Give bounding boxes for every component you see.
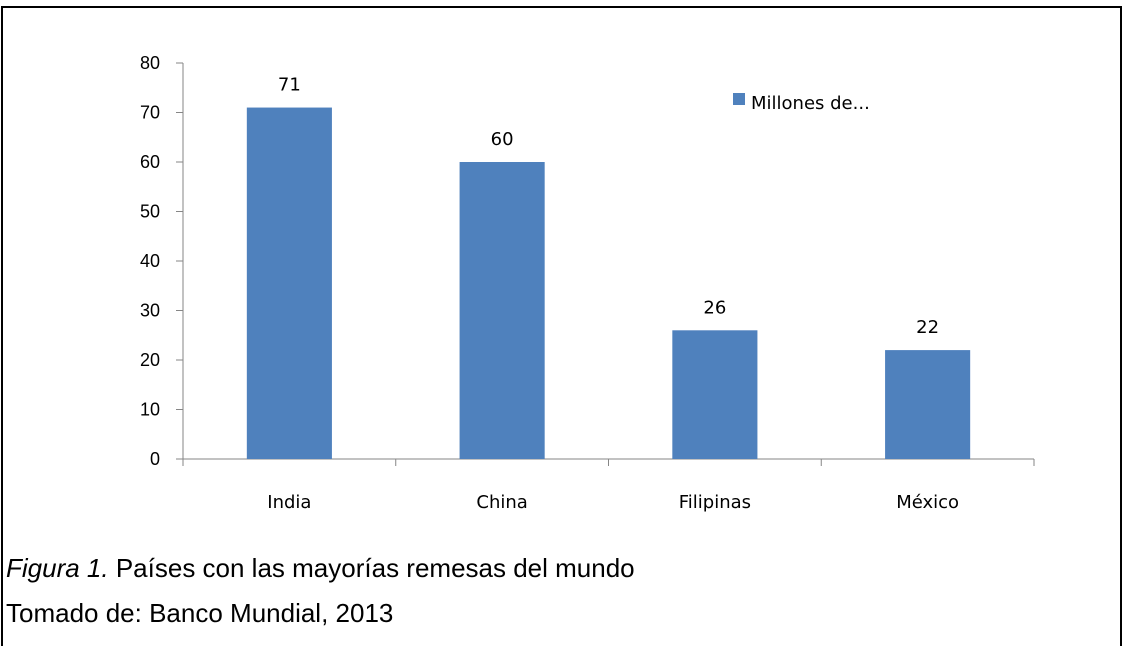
bar (246, 107, 332, 460)
legend-label: Millones de... (751, 93, 870, 114)
data-label: 71 (278, 75, 301, 96)
y-tick-label: 70 (140, 103, 160, 123)
bars (246, 107, 971, 460)
bar (672, 330, 758, 459)
bar-chart: 0 10 20 30 40 50 60 70 80 India China Filipinas Méx… (140, 53, 1035, 513)
figure-frame (1, 6, 1122, 646)
figure-number: Figura 1. (6, 553, 109, 583)
figure-caption: Figura 1. Países con las mayorías remesa… (6, 553, 635, 584)
data-label: 22 (916, 317, 939, 338)
y-axis: 0 10 20 30 40 50 60 70 80 (140, 53, 184, 469)
data-labels: 71 60 26 22 (278, 75, 939, 339)
x-category-label: Filipinas (679, 492, 751, 513)
y-tick-label: 30 (140, 301, 160, 321)
y-tick-label: 0 (150, 449, 160, 469)
x-axis: India China Filipinas México (182, 458, 1035, 513)
y-tick-label: 80 (140, 53, 160, 73)
data-label: 26 (703, 297, 726, 318)
y-tick-label: 50 (140, 202, 160, 222)
x-category-label: China (476, 492, 527, 513)
y-tick-label: 60 (140, 152, 160, 172)
bar (885, 350, 971, 459)
y-tick-label: 40 (140, 251, 160, 271)
x-category-label: México (896, 492, 959, 513)
legend: Millones de... (733, 93, 870, 114)
bar (459, 162, 545, 459)
y-tick-label: 20 (140, 350, 160, 370)
x-category-label: India (267, 492, 311, 513)
y-tick-label: 10 (140, 400, 160, 420)
legend-swatch (733, 93, 745, 105)
data-label: 60 (491, 129, 514, 150)
figure-source: Tomado de: Banco Mundial, 2013 (6, 598, 394, 628)
figure-caption-text: Países con las mayorías remesas del mund… (108, 553, 635, 583)
